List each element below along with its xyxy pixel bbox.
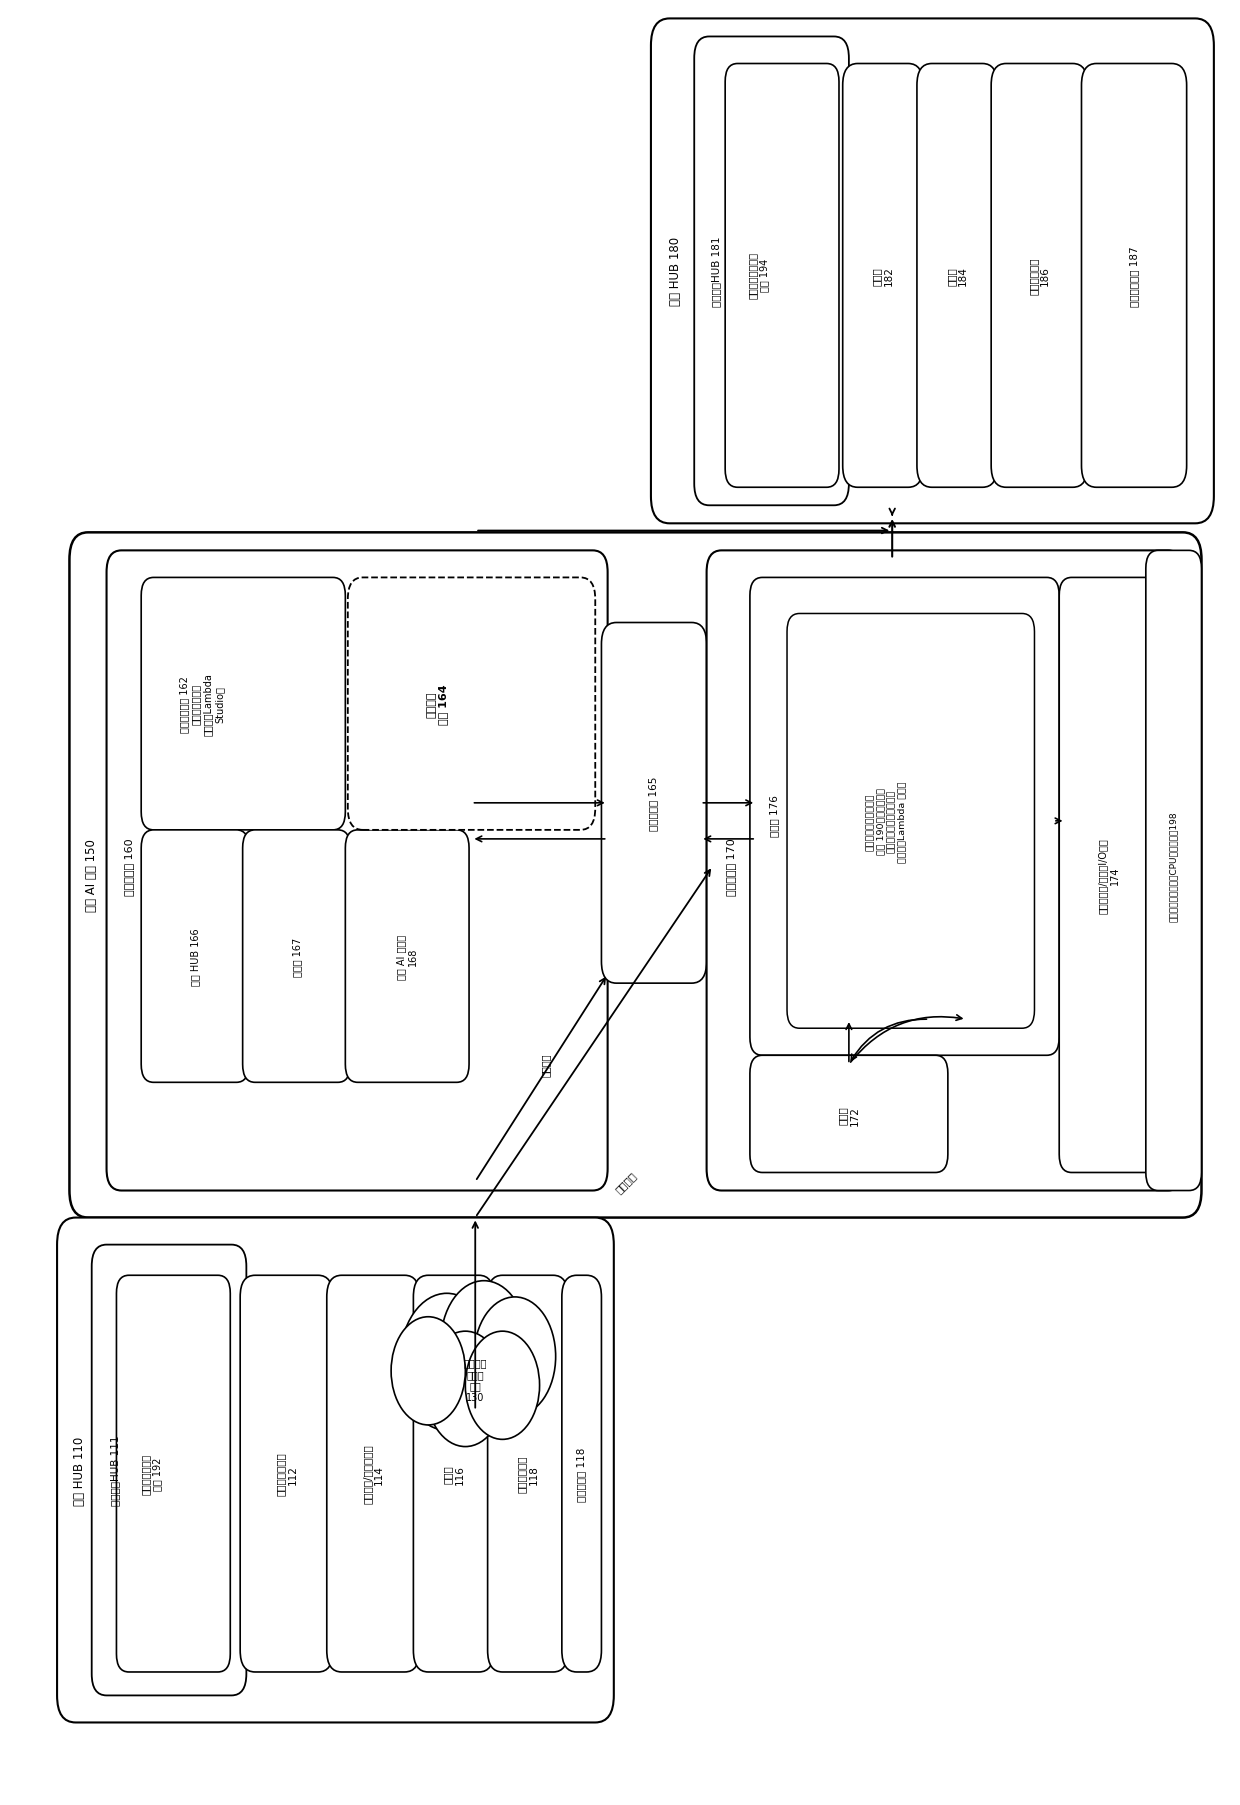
Text: 数据 AI 子系统
168: 数据 AI 子系统 168 <box>397 933 418 978</box>
Circle shape <box>425 1332 505 1448</box>
Text: 数据湖 167: 数据湖 167 <box>293 937 303 977</box>
FancyBboxPatch shape <box>787 614 1034 1029</box>
FancyBboxPatch shape <box>651 20 1214 523</box>
Text: （一个或多个）数据流
应用 190（例如，一个
或多个）流水线、（一个
或多个）Lambda 应用）: （一个或多个）数据流 应用 190（例如，一个 或多个）流水线、（一个 或多个）… <box>866 782 906 863</box>
Text: 输出 HUB 180: 输出 HUB 180 <box>670 236 682 307</box>
Text: 应用设计
服务 164: 应用设计 服务 164 <box>427 684 448 724</box>
FancyBboxPatch shape <box>241 1276 334 1671</box>
Text: （一个或
多个）
网络
130: （一个或 多个） 网络 130 <box>464 1357 487 1402</box>
FancyBboxPatch shape <box>991 65 1087 487</box>
Text: 边缘层
172: 边缘层 172 <box>838 1105 859 1125</box>
FancyBboxPatch shape <box>1146 551 1202 1191</box>
Text: 数据 AI 系统 150: 数据 AI 系统 150 <box>86 839 98 912</box>
FancyBboxPatch shape <box>92 1245 247 1695</box>
Text: 系统 HUB 166: 系统 HUB 166 <box>191 928 201 986</box>
Text: 数据输入: 数据输入 <box>614 1170 639 1195</box>
FancyBboxPatch shape <box>916 65 997 487</box>
FancyBboxPatch shape <box>843 65 923 487</box>
Text: 数据云
116: 数据云 116 <box>443 1464 465 1484</box>
FancyBboxPatch shape <box>69 532 1202 1218</box>
FancyBboxPatch shape <box>327 1276 419 1671</box>
FancyBboxPatch shape <box>243 830 350 1083</box>
FancyBboxPatch shape <box>694 38 849 505</box>
Text: 流传输数据源
118: 流传输数据源 118 <box>517 1455 538 1493</box>
Text: （输出）HUB 181: （输出）HUB 181 <box>712 236 722 307</box>
Text: 其它输入源 118: 其它输入源 118 <box>577 1446 587 1502</box>
Text: 计算机资源（例如，CPU，存储器）198: 计算机资源（例如，CPU，存储器）198 <box>1168 810 1178 922</box>
Text: 软件开发组件 162
（例如，流水线
编辑器、Lambda
Studio）: 软件开发组件 162 （例如，流水线 编辑器、Lambda Studio） <box>180 673 224 736</box>
Text: 内部部署的云
186: 内部部署的云 186 <box>1029 258 1050 294</box>
FancyBboxPatch shape <box>107 551 608 1191</box>
FancyBboxPatch shape <box>57 1218 614 1722</box>
FancyBboxPatch shape <box>345 830 469 1083</box>
Text: 可扩展输入/输出（I/O）层
174: 可扩展输入/输出（I/O）层 174 <box>1097 838 1120 913</box>
Text: （源）数据集、
实体 192: （源）数据集、 实体 192 <box>140 1453 162 1495</box>
Text: 计算层 176: 计算层 176 <box>770 794 780 838</box>
FancyBboxPatch shape <box>487 1276 568 1671</box>
Text: 云存储库/对象存储库
114: 云存储库/对象存储库 114 <box>362 1444 384 1504</box>
FancyBboxPatch shape <box>601 623 707 984</box>
FancyBboxPatch shape <box>1059 578 1164 1173</box>
Text: 数据库管理系统
112: 数据库管理系统 112 <box>275 1451 298 1496</box>
Circle shape <box>474 1298 556 1417</box>
FancyBboxPatch shape <box>117 1276 231 1671</box>
FancyBboxPatch shape <box>725 65 839 487</box>
FancyBboxPatch shape <box>750 1056 947 1173</box>
Circle shape <box>440 1282 527 1408</box>
FancyBboxPatch shape <box>347 578 595 830</box>
Circle shape <box>399 1294 494 1431</box>
Text: （目标）数据集、
实体 194: （目标）数据集、 实体 194 <box>748 253 769 300</box>
Text: 输入 HUB 110: 输入 HUB 110 <box>73 1435 86 1505</box>
FancyBboxPatch shape <box>141 578 345 830</box>
Text: 其它输出目标 187: 其它输出目标 187 <box>1130 245 1140 307</box>
Text: 事件协调器 165: 事件协调器 165 <box>649 776 658 830</box>
Text: 设计时系统 160: 设计时系统 160 <box>124 838 134 895</box>
Circle shape <box>391 1318 465 1426</box>
FancyBboxPatch shape <box>707 551 1183 1191</box>
FancyBboxPatch shape <box>413 1276 494 1671</box>
FancyBboxPatch shape <box>141 830 249 1083</box>
Text: 公共云
182: 公共云 182 <box>872 267 894 287</box>
Text: （输入）HUB 111: （输入）HUB 111 <box>110 1435 120 1505</box>
Text: 数据云
184: 数据云 184 <box>946 267 968 287</box>
FancyBboxPatch shape <box>562 1276 601 1671</box>
Circle shape <box>465 1332 539 1440</box>
Text: 运行时系统 170: 运行时系统 170 <box>727 838 737 895</box>
Text: 应用部署: 应用部署 <box>541 1052 551 1076</box>
FancyBboxPatch shape <box>750 578 1059 1056</box>
FancyBboxPatch shape <box>1081 65 1187 487</box>
